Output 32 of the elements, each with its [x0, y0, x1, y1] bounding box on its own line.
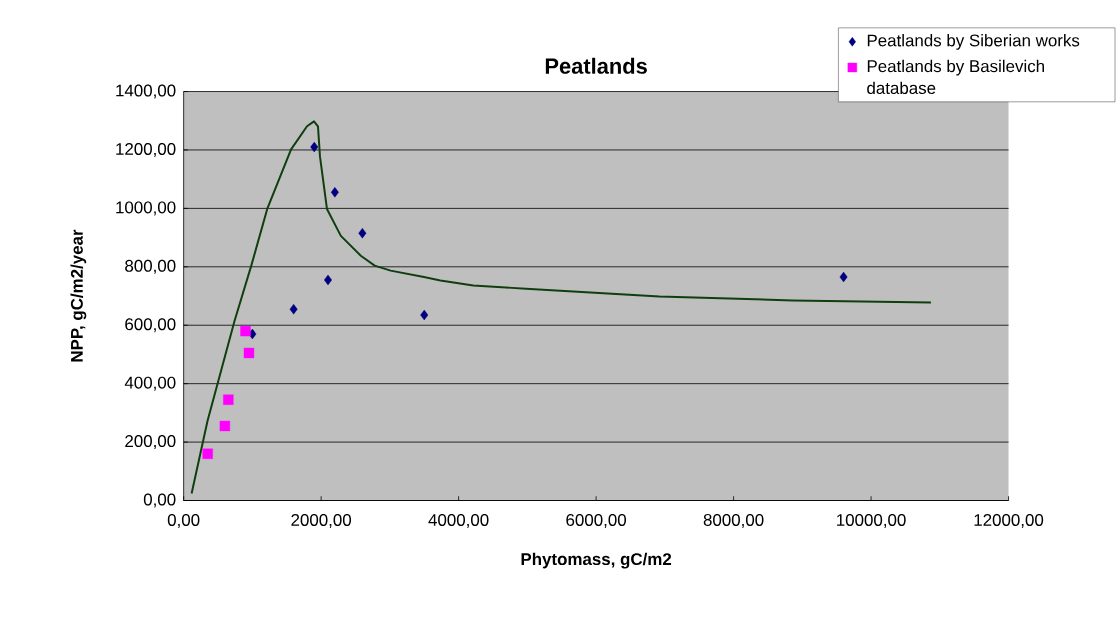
point — [223, 394, 234, 405]
y-tick-label: 1400,00 — [116, 84, 176, 99]
point — [243, 347, 255, 359]
point — [289, 304, 298, 315]
y-tick-label: 400,00 — [124, 376, 176, 391]
y-tick-label: 800,00 — [125, 259, 176, 274]
y-tick-label: 0,00 — [143, 493, 176, 508]
x-tick-label: 12000,00 — [974, 514, 1044, 529]
line-series — [190, 120, 932, 495]
x-tick-label: 2000,00 — [291, 514, 352, 529]
point — [330, 187, 339, 198]
point — [358, 228, 367, 239]
legend-label: Peatlands by Basilevich database — [867, 59, 1044, 95]
y-tick-label: 600,00 — [125, 318, 176, 333]
point — [420, 309, 429, 321]
y-tick-label: 200,00 — [125, 435, 176, 450]
x-axis-title: Phytomass, gC/m2 — [521, 552, 672, 569]
x-tick-label: 4000,00 — [428, 514, 489, 529]
x-tick-label: 6000,00 — [566, 514, 627, 529]
chart-title: Peatlands — [545, 57, 647, 74]
point — [219, 420, 231, 432]
point — [202, 448, 213, 459]
y-axis-title: NPP, gC/m2/year — [70, 229, 87, 362]
x-tick-label: 10000,00 — [837, 514, 906, 529]
x-tick-label: 8000,00 — [703, 514, 764, 529]
point — [240, 325, 251, 337]
x-tick-label: 0,00 — [167, 514, 200, 529]
y-tick-label: 1000,00 — [116, 201, 176, 216]
point — [310, 141, 319, 153]
y-tick-label: 1200,00 — [116, 143, 176, 158]
legend-label: Peatlands by Siberian works — [867, 34, 1080, 50]
point — [839, 271, 848, 283]
